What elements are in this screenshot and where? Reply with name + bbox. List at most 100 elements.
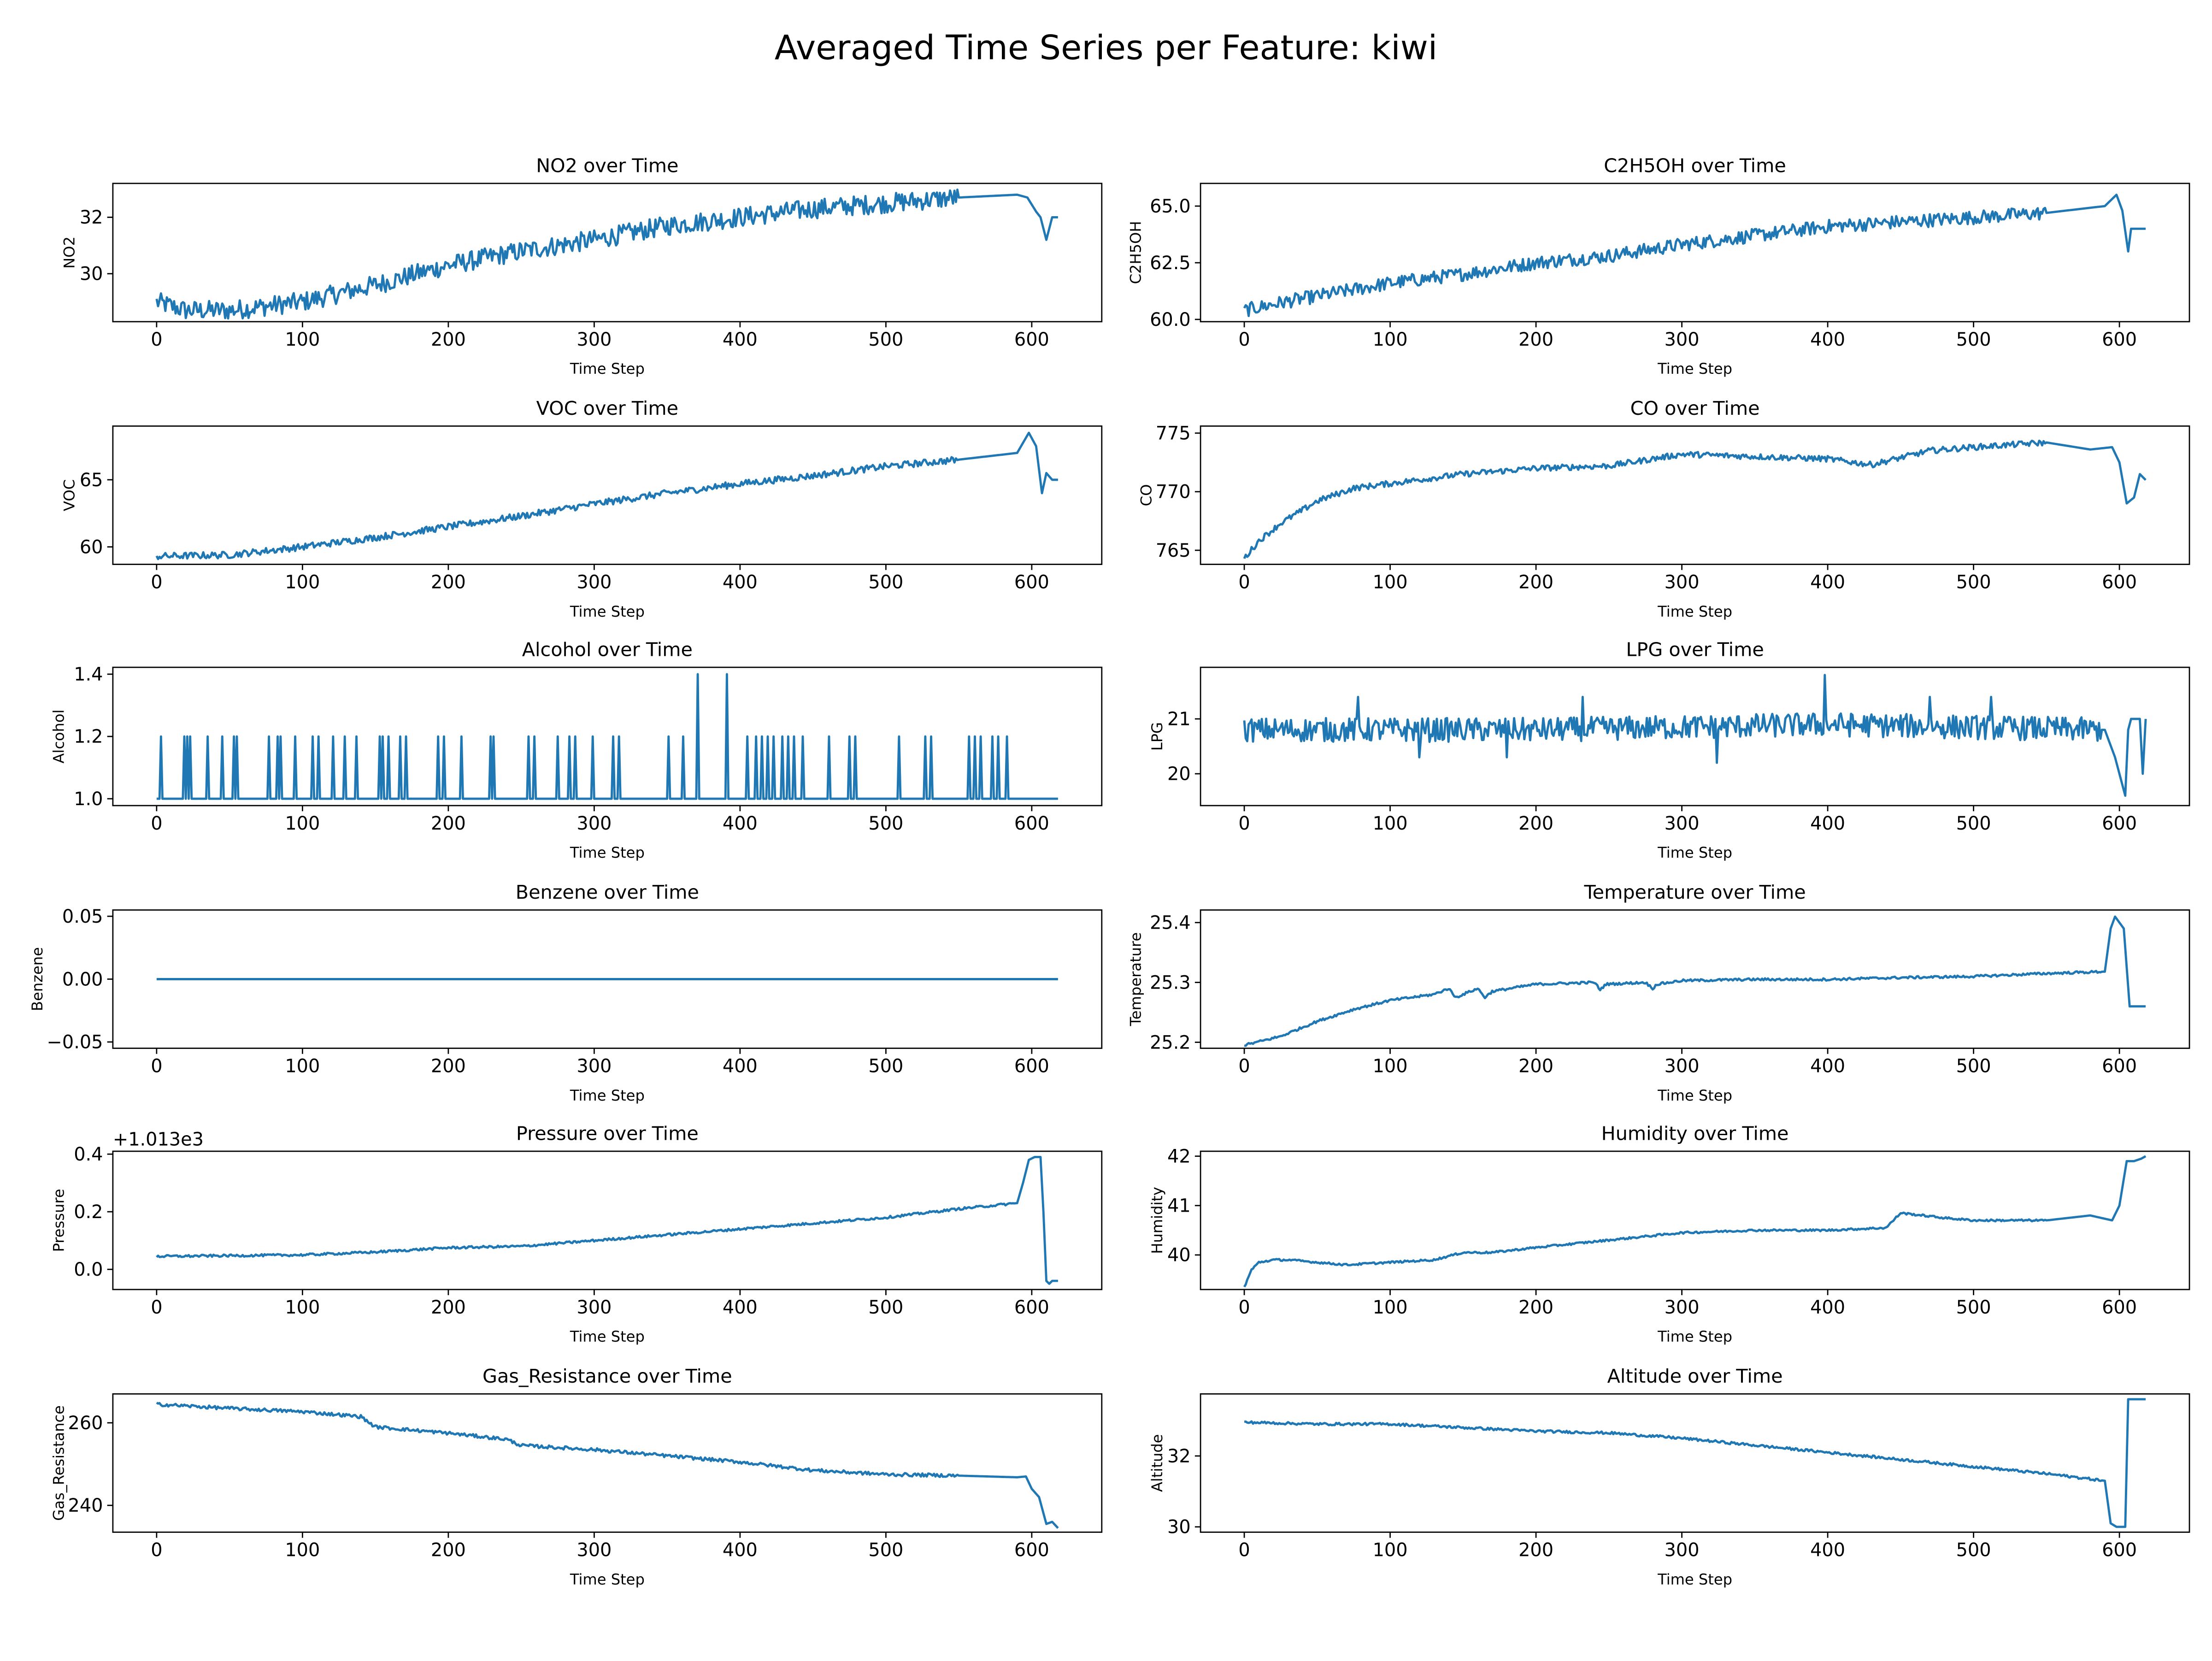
x-tick-label-no2: 500 xyxy=(868,329,903,350)
y-tick-label-benzene: 0.00 xyxy=(62,969,103,990)
x-tick-label-co: 400 xyxy=(1810,572,1845,593)
y-tick-label-benzene: 0.05 xyxy=(62,906,103,927)
x-tick-label-alcohol: 0 xyxy=(151,813,162,834)
subplot-altitude: 0 100 200 300 400 500 600 30 32 Altitude over Tim… xyxy=(1148,1365,2190,1588)
subplot-title-gas-resistance: Gas_Resistance over Time xyxy=(482,1365,732,1387)
x-tick-label-voc: 300 xyxy=(577,572,612,593)
y-tick-label-altitude: 30 xyxy=(1167,1517,1191,1538)
x-tick-label-lpg: 0 xyxy=(1238,813,1250,834)
x-tick-label-lpg: 600 xyxy=(2102,813,2137,834)
x-tick-label-c2h5oh: 600 xyxy=(2102,329,2137,350)
y-tick-label-lpg: 20 xyxy=(1167,764,1191,785)
x-tick-label-voc: 100 xyxy=(285,572,320,593)
x-tick-label-voc: 500 xyxy=(868,572,903,593)
x-tick-label-alcohol: 200 xyxy=(431,813,466,834)
x-tick-label-no2: 0 xyxy=(151,329,162,350)
y-axis-label-c2h5oh: C2H5OH xyxy=(1127,221,1144,284)
x-tick-label-benzene: 0 xyxy=(151,1056,162,1077)
subplot-c2h5oh: 0 100 200 300 400 500 600 60.0 62.5 65.0 C2H5OH ov… xyxy=(1127,154,2190,377)
y-tick-label-alcohol: 1.4 xyxy=(74,664,103,685)
y-tick-label-co: 775 xyxy=(1156,423,1191,444)
x-tick-label-temperature: 100 xyxy=(1373,1056,1408,1077)
y-tick-label-co: 770 xyxy=(1156,482,1191,503)
y-axis-label-lpg: LPG xyxy=(1148,722,1166,751)
subplot-title-alcohol: Alcohol over Time xyxy=(522,638,693,660)
x-tick-label-co: 0 xyxy=(1238,572,1250,593)
y-tick-label-no2: 30 xyxy=(80,264,103,285)
x-tick-label-co: 300 xyxy=(1665,572,1700,593)
y-tick-label-c2h5oh: 62.5 xyxy=(1150,253,1191,274)
series-line-c2h5oh xyxy=(1243,194,2146,318)
subplot-alcohol: 0 100 200 300 400 500 600 1.0 1.2 1.4 Alcohol over… xyxy=(50,638,1103,861)
y-tick-label-temperature: 25.3 xyxy=(1150,972,1191,993)
x-tick-label-co: 500 xyxy=(1956,572,1991,593)
x-tick-label-alcohol: 500 xyxy=(868,813,903,834)
axes-frame-temperature xyxy=(1200,909,2190,1049)
x-tick-label-humidity: 600 xyxy=(2102,1297,2137,1318)
x-tick-label-c2h5oh: 400 xyxy=(1810,329,1845,350)
axes-frame-gas-resistance xyxy=(112,1393,1103,1533)
y-tick-label-altitude: 32 xyxy=(1167,1446,1191,1467)
x-tick-label-altitude: 600 xyxy=(2102,1540,2137,1561)
x-tick-label-no2: 400 xyxy=(723,329,758,350)
x-tick-label-gas-resistance: 200 xyxy=(431,1540,466,1561)
x-tick-label-gas-resistance: 600 xyxy=(1014,1540,1049,1561)
series-line-pressure xyxy=(156,1156,1058,1285)
x-tick-label-gas-resistance: 400 xyxy=(723,1540,758,1561)
x-tick-label-temperature: 500 xyxy=(1956,1056,1991,1077)
x-tick-label-temperature: 200 xyxy=(1518,1056,1553,1077)
y-axis-label-gas-resistance: Gas_Resistance xyxy=(50,1405,67,1521)
series-line-altitude xyxy=(1244,1398,2146,1528)
y-axis-label-co: CO xyxy=(1138,484,1155,507)
subplot-title-lpg: LPG over Time xyxy=(1626,638,1764,660)
series-line-co xyxy=(1243,439,2147,559)
subplot-title-co: CO over Time xyxy=(1630,397,1760,419)
x-tick-label-voc: 600 xyxy=(1014,572,1049,593)
axes-frame-no2 xyxy=(112,183,1103,323)
x-tick-label-lpg: 500 xyxy=(1956,813,1991,834)
axes-frame-humidity xyxy=(1200,1150,2190,1290)
series-line-humidity xyxy=(1243,1155,2147,1288)
axes-frame-voc xyxy=(112,425,1103,565)
y-tick-label-benzene: −0.05 xyxy=(47,1032,103,1053)
series-line-no2 xyxy=(155,188,1058,320)
x-tick-label-gas-resistance: 300 xyxy=(577,1540,612,1561)
subplot-lpg: 0 100 200 300 400 500 600 20 21 LPG over Time Time… xyxy=(1148,638,2190,861)
x-tick-label-voc: 200 xyxy=(431,572,466,593)
subplot-title-c2h5oh: C2H5OH over Time xyxy=(1604,154,1786,177)
x-tick-label-c2h5oh: 300 xyxy=(1665,329,1700,350)
y-tick-label-voc: 65 xyxy=(80,470,103,491)
x-tick-label-humidity: 500 xyxy=(1956,1297,1991,1318)
x-tick-label-benzene: 100 xyxy=(285,1056,320,1077)
x-tick-label-altitude: 300 xyxy=(1665,1540,1700,1561)
x-tick-label-lpg: 100 xyxy=(1373,813,1408,834)
x-tick-label-alcohol: 100 xyxy=(285,813,320,834)
axes-frame-pressure xyxy=(112,1150,1103,1290)
x-tick-label-gas-resistance: 0 xyxy=(151,1540,162,1561)
y-offset-label-pressure: +1.013e3 xyxy=(113,1129,204,1150)
x-tick-label-pressure: 300 xyxy=(577,1297,612,1318)
axes-frame-c2h5oh xyxy=(1200,183,2190,323)
y-tick-label-c2h5oh: 65.0 xyxy=(1150,196,1191,217)
subplot-no2: 0 100 200 300 400 500 600 30 32 NO2 over Time Time… xyxy=(61,154,1103,377)
x-axis-label-gas-resistance: Time Step xyxy=(570,1571,645,1588)
y-tick-label-alcohol: 1.0 xyxy=(74,789,103,810)
x-axis-label-temperature: Time Step xyxy=(1657,1087,1732,1104)
y-axis-label-humidity: Humidity xyxy=(1148,1187,1166,1254)
x-tick-label-temperature: 0 xyxy=(1238,1056,1250,1077)
x-tick-label-lpg: 400 xyxy=(1810,813,1845,834)
x-tick-label-c2h5oh: 500 xyxy=(1956,329,1991,350)
x-tick-label-alcohol: 300 xyxy=(577,813,612,834)
x-tick-label-temperature: 400 xyxy=(1810,1056,1845,1077)
x-tick-label-lpg: 300 xyxy=(1665,813,1700,834)
x-tick-label-c2h5oh: 100 xyxy=(1373,329,1408,350)
subplot-title-no2: NO2 over Time xyxy=(536,154,678,177)
y-axis-label-alcohol: Alcohol xyxy=(50,709,67,763)
x-tick-label-no2: 600 xyxy=(1014,329,1049,350)
x-axis-label-voc: Time Step xyxy=(570,603,645,620)
y-axis-label-temperature: Temperature xyxy=(1127,932,1144,1027)
y-axis-label-pressure: Pressure xyxy=(50,1189,67,1252)
x-tick-label-pressure: 100 xyxy=(285,1297,320,1318)
x-axis-label-co: Time Step xyxy=(1657,603,1732,620)
